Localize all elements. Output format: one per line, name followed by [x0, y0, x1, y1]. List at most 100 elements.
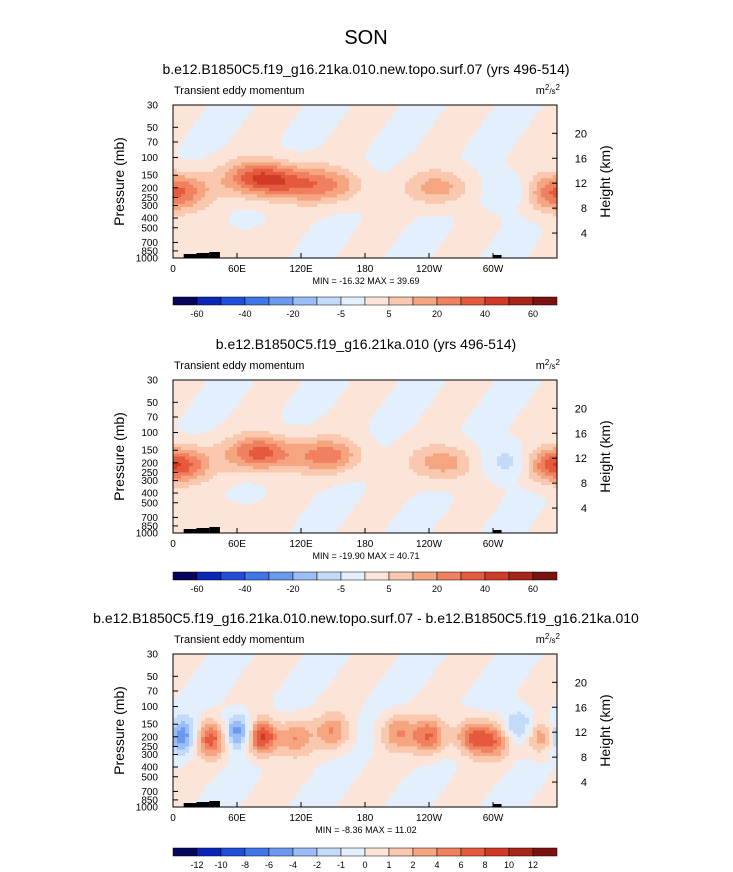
heatmap-cell: [181, 380, 186, 384]
heatmap-cell: [437, 254, 442, 259]
heatmap-cell: [501, 197, 506, 202]
heatmap-cell: [221, 114, 226, 119]
heatmap-cell: [333, 165, 338, 170]
colorbar-swatch: [532, 296, 558, 306]
heatmap-cell: [445, 386, 450, 391]
heatmap-cell: [453, 124, 458, 128]
heatmap-cell: [305, 238, 310, 243]
heatmap-cell: [553, 168, 558, 173]
heatmap-cell: [377, 210, 382, 214]
heatmap-cell: [289, 200, 294, 205]
heatmap-cell: [409, 213, 414, 218]
heatmap-cell: [365, 175, 370, 179]
heatmap-cell: [393, 383, 398, 387]
heatmap-cell: [397, 207, 402, 211]
heatmap-cell: [217, 222, 222, 227]
heatmap-cell: [185, 133, 190, 138]
heatmap-cell: [269, 191, 274, 195]
heatmap-cell: [397, 159, 402, 163]
heatmap-cell: [417, 171, 422, 176]
heatmap-cell: [301, 226, 306, 230]
heatmap-cell: [285, 229, 290, 234]
heatmap-cell: [545, 197, 550, 202]
heatmap-cell: [265, 229, 270, 234]
heatmap-cell: [509, 219, 514, 224]
heatmap-cell: [321, 175, 326, 179]
colorbar-swatch: [292, 296, 318, 306]
heatmap-cell: [197, 136, 202, 141]
heatmap-cell: [365, 207, 370, 211]
heatmap-cell: [225, 235, 230, 240]
heatmap-cell: [397, 114, 402, 119]
heatmap-cell: [445, 235, 450, 240]
heatmap-cell: [301, 181, 306, 186]
heatmap-cell: [309, 184, 314, 189]
heatmap-cell: [441, 130, 446, 135]
heatmap-cell: [221, 178, 226, 183]
heatmap-cell: [301, 114, 306, 119]
heatmap-cell: [465, 213, 470, 218]
heatmap-cell: [193, 251, 198, 256]
heatmap-cell: [401, 111, 406, 116]
heatmap-cell: [185, 197, 190, 202]
heatmap-cell: [485, 232, 490, 237]
heatmap-cell: [289, 162, 294, 167]
heatmap-cell: [361, 168, 366, 173]
heatmap-cell: [189, 130, 194, 135]
heatmap-cell: [313, 156, 318, 160]
heatmap-cell: [269, 219, 274, 224]
right-tick-label: 8: [581, 203, 587, 215]
heatmap-cell: [193, 143, 198, 148]
heatmap-cell: [209, 380, 214, 384]
heatmap-cell: [381, 105, 386, 109]
heatmap-cell: [357, 108, 362, 112]
heatmap-cell: [333, 162, 338, 167]
heatmap-cell: [269, 203, 274, 208]
heatmap-cell: [201, 162, 206, 167]
heatmap-cell: [509, 213, 514, 218]
heatmap-cell: [397, 210, 402, 214]
heatmap-cell: [509, 203, 514, 208]
heatmap-cell: [261, 251, 266, 256]
heatmap-cell: [197, 229, 202, 234]
heatmap-cell: [333, 203, 338, 208]
heatmap-cell: [217, 171, 222, 176]
heatmap-cell: [185, 207, 190, 211]
heatmap-cell: [549, 383, 554, 387]
heatmap-cell: [429, 203, 434, 208]
heatmap-cell: [233, 175, 238, 179]
heatmap-cell: [489, 149, 494, 154]
heatmap-cell: [217, 238, 222, 243]
heatmap-cell: [477, 207, 482, 211]
heatmap-cell: [465, 229, 470, 234]
heatmap-cell: [221, 200, 226, 205]
heatmap-cell: [513, 222, 518, 227]
heatmap-cell: [181, 254, 186, 259]
heatmap-cell: [189, 133, 194, 138]
heatmap-cell: [493, 130, 498, 135]
heatmap-cell: [253, 178, 258, 183]
heatmap-cell: [445, 159, 450, 163]
heatmap-cell: [189, 213, 194, 218]
heatmap-cell: [441, 235, 446, 240]
heatmap-cell: [217, 159, 222, 163]
heatmap-cell: [501, 213, 506, 218]
heatmap-cell: [273, 108, 278, 112]
heatmap-cell: [213, 108, 218, 112]
heatmap-cell: [329, 242, 334, 246]
heatmap-cell: [405, 117, 410, 122]
heatmap-cell: [305, 245, 310, 250]
heatmap-cell: [545, 229, 550, 234]
heatmap-cell: [289, 254, 294, 259]
heatmap-cell: [441, 152, 446, 157]
heatmap-cell: [549, 133, 554, 138]
heatmap-cell: [529, 136, 534, 141]
heatmap-cell: [313, 200, 318, 205]
heatmap-cell: [445, 149, 450, 154]
heatmap-cell: [281, 245, 286, 250]
heatmap-cell: [289, 383, 294, 387]
heatmap-cell: [305, 171, 310, 176]
heatmap-cell: [285, 386, 290, 391]
heatmap-cell: [529, 235, 534, 240]
heatmap-cell: [417, 210, 422, 214]
